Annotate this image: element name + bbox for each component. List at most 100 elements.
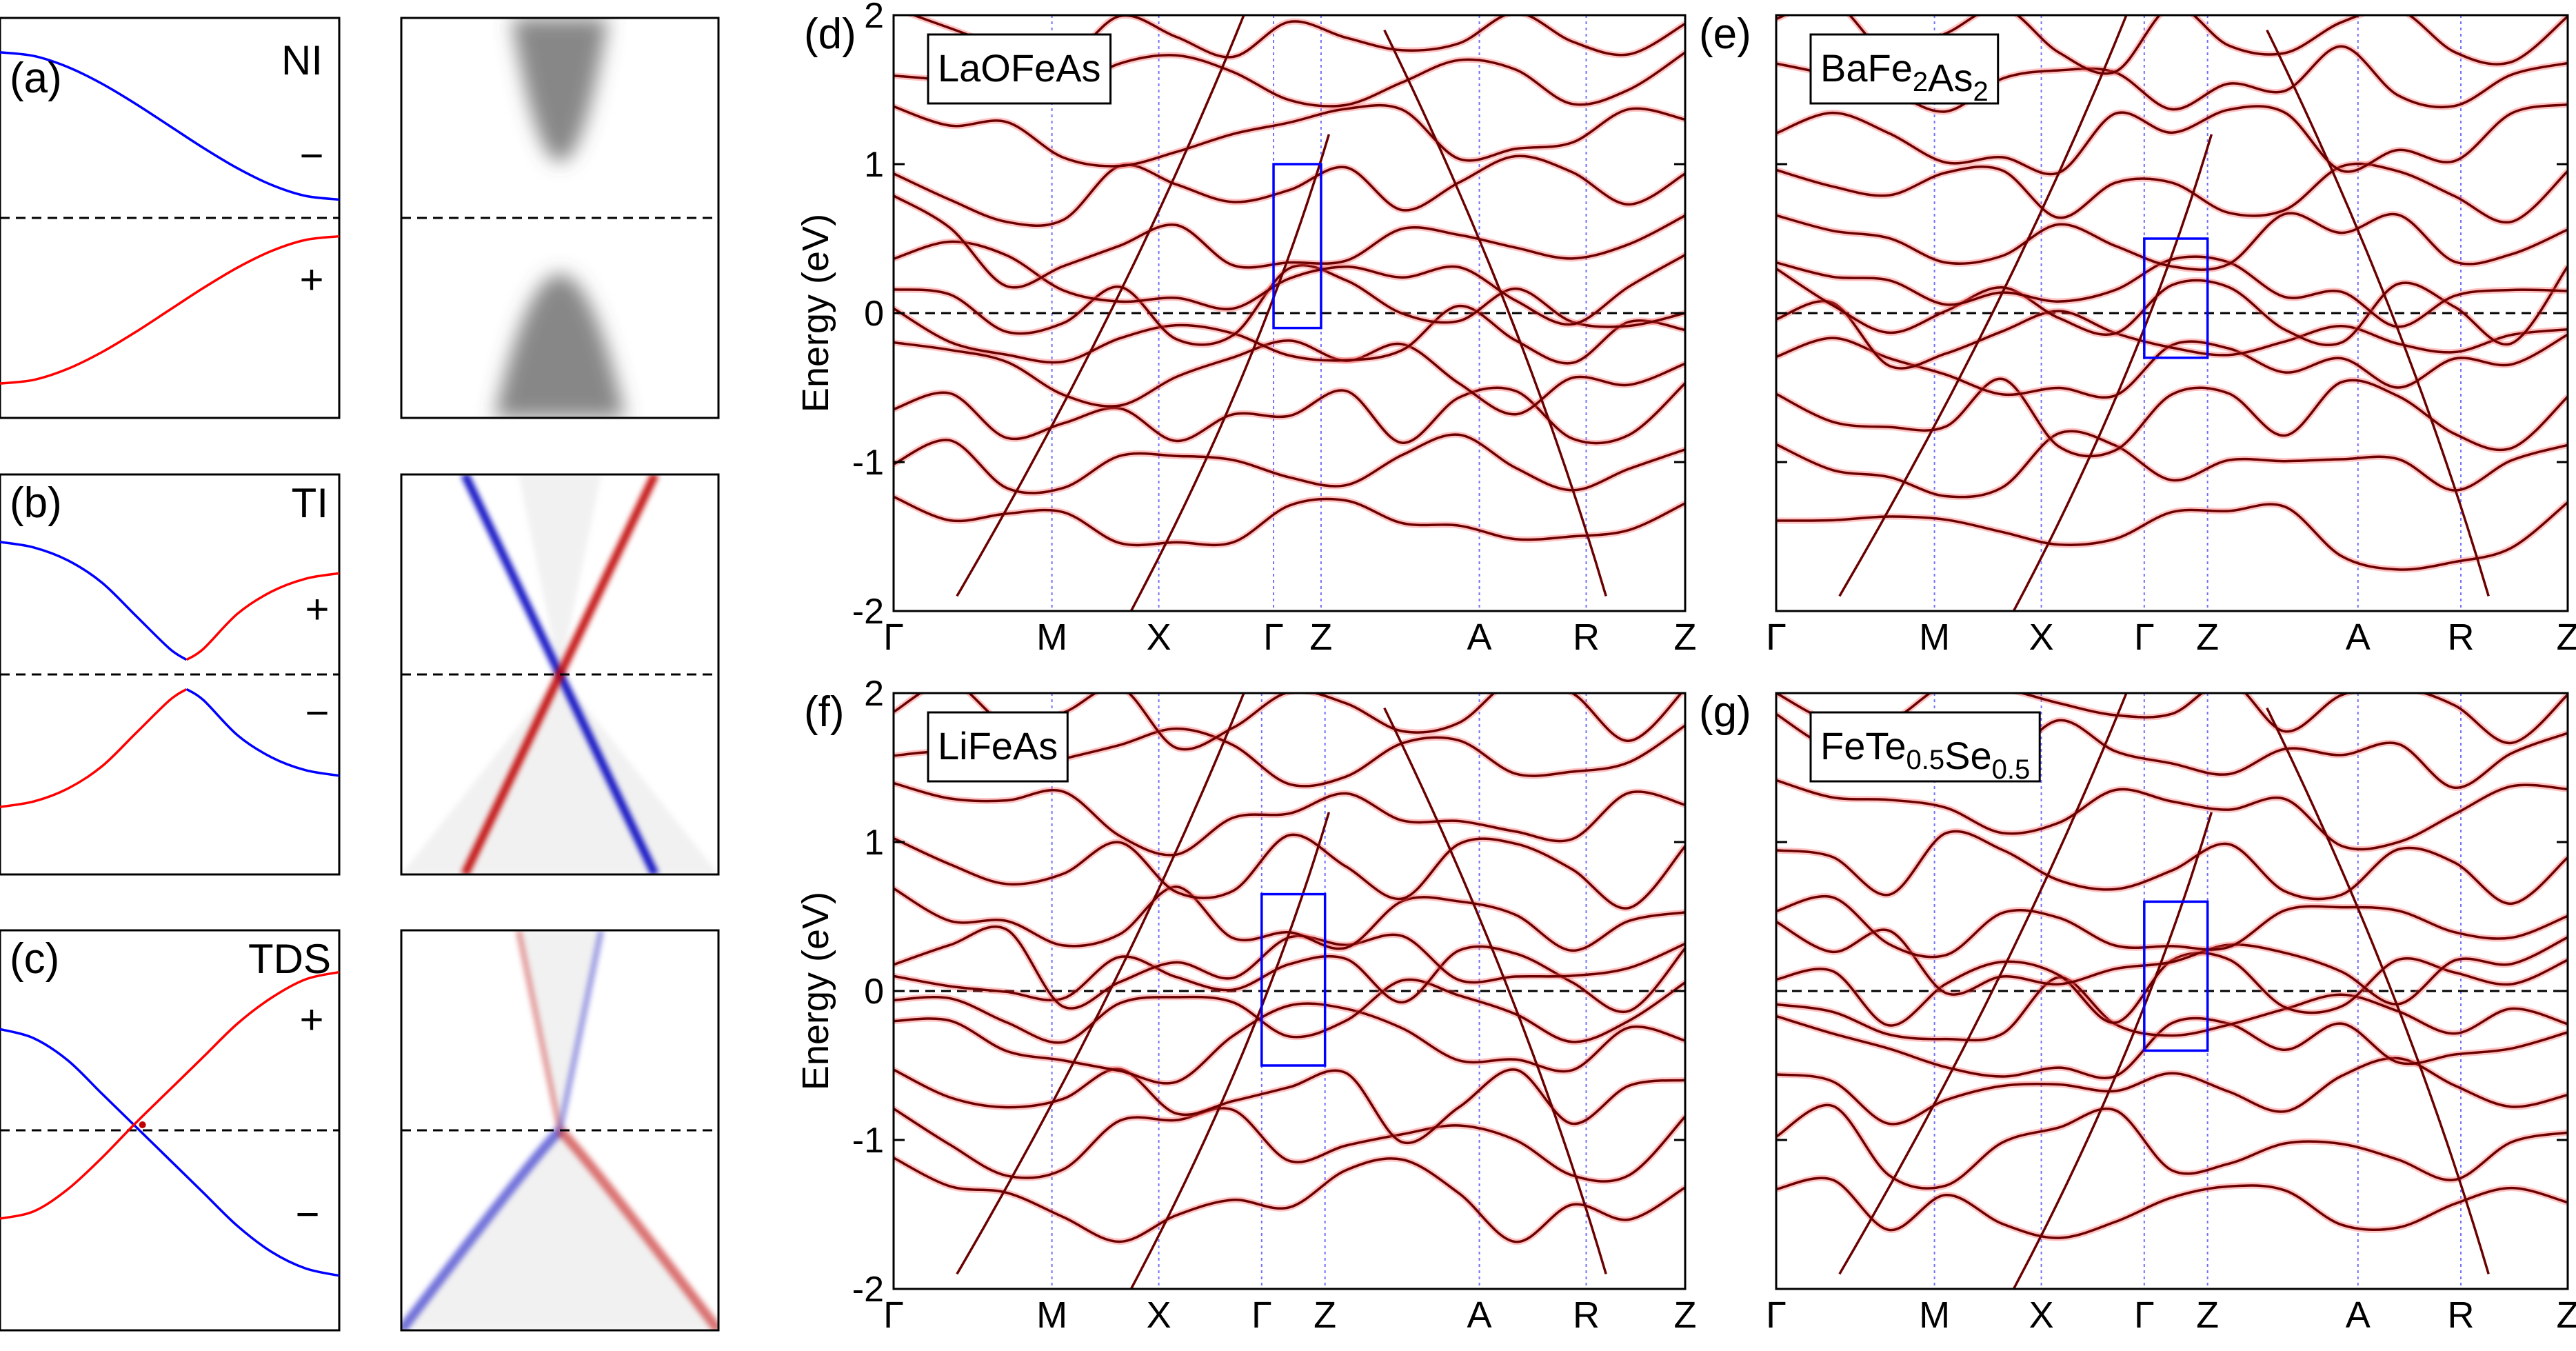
band-g-highlight-box [2143, 900, 2209, 1052]
band-d-band-2 [894, 382, 1685, 445]
panel-c-spectral [400, 929, 720, 1332]
band-e-kpoint-label-4: Z [2196, 617, 2219, 658]
panel-b-curves [0, 541, 340, 808]
band-f-kpoint-label-0: Γ [883, 1294, 904, 1336]
band-e-band-5 [1776, 266, 2568, 346]
band-d-kpoint-label-1: M [1036, 617, 1067, 658]
band-f-kpoint-label-2: X [1147, 1294, 1171, 1336]
panel-c-crossing-point [139, 1121, 146, 1128]
band-d-kpoint-label-6: R [1573, 617, 1600, 658]
band-f-steep-band-1 [1383, 707, 1607, 1274]
spec-a-valence-continuum [494, 274, 625, 418]
band-e-band-3 [1776, 333, 2568, 399]
band-e-kpoint-label-6: R [2448, 617, 2475, 658]
panel-b-spectral [400, 473, 720, 876]
band-g-band-8 [1776, 830, 2568, 905]
band-e-highlight-box [2143, 237, 2209, 359]
panel-e-bands: Γ M X Γ Z A R Z(e)BaFe2As2 [1699, 10, 2576, 658]
panel-c-schematic: (c) TDS + − [0, 929, 341, 1332]
band-g-band-0 [1776, 1177, 2568, 1239]
band-d-kpoint-label-3: Γ [1263, 617, 1284, 658]
band-d-band-weight-3 [894, 337, 1685, 418]
band-f-kpoint-label-1: M [1036, 1294, 1067, 1336]
band-e-band-8 [1776, 162, 2568, 224]
band-g-panel-label: (g) [1699, 688, 1751, 736]
band-e-band-0 [1776, 501, 2568, 571]
band-g-band-11 [1776, 693, 2568, 745]
band-f-band-4 [894, 978, 1685, 1044]
band-d-material-label: LaOFeAs [938, 46, 1101, 90]
band-d-kpoint-label-7: Z [1674, 617, 1697, 658]
band-e-band-2 [1776, 377, 2568, 458]
band-d-band-8 [894, 154, 1685, 227]
band-d-kpoint-label-0: Γ [883, 617, 904, 658]
band-g-plot-area [1776, 693, 2568, 1289]
panel-b-band-upper-left [0, 541, 188, 661]
band-d-steep-band-1 [1383, 29, 1607, 597]
band-f-panel-label: (f) [804, 688, 845, 736]
panel-a-sign-top: − [299, 132, 323, 179]
band-f-band-9 [894, 781, 1685, 857]
panel-a-label: (a) [10, 54, 62, 102]
panel-a-band-upper [0, 51, 340, 201]
band-d-ytick-label-3: -1 [852, 443, 884, 483]
band-g-band-4 [1776, 976, 2568, 1042]
band-e-material-label: BaFe2As2 [1820, 46, 1989, 107]
band-d-band-1 [894, 433, 1685, 494]
band-e-kpoint-label-5: A [2346, 617, 2371, 658]
band-f-ytick-label-0: 2 [864, 674, 884, 714]
spec-c-dirac-red-branch [556, 1127, 718, 1330]
band-g-kpoint-label-5: A [2346, 1294, 2371, 1336]
band-e-plot-area [1776, 15, 2568, 611]
spec-c-upper-bulk [519, 930, 601, 1130]
panel-a-curves [0, 51, 340, 385]
band-g-material-sub-0: 0.5 [1906, 745, 1945, 775]
panel-c-frame [0, 929, 341, 1332]
band-d-steep-band-2 [1129, 134, 1331, 611]
panel-a-title: NI [281, 37, 323, 83]
band-g-material-label: FeTe0.5Se0.5 [1820, 724, 2030, 785]
spec-c-dirac-blue-branch [401, 1127, 563, 1330]
band-f-ytick-label-3: -1 [852, 1121, 884, 1161]
spec-a-conduction-continuum [512, 18, 608, 162]
band-f-material-box-frame [927, 711, 1069, 783]
band-f-highlight-box [1260, 892, 1327, 1067]
panel-a-frame [0, 17, 341, 419]
band-d-band-3 [894, 339, 1685, 416]
band-e-steep-band-1 [2266, 29, 2490, 597]
band-f-band-weight-2 [894, 1065, 1685, 1146]
band-g-steep-band-1 [2266, 707, 2490, 1274]
band-e-steep-band-2 [2012, 134, 2213, 611]
band-g-band-6 [1776, 920, 2568, 1005]
panel-b-band-lower-right [185, 688, 340, 777]
band-g-band-weight-2 [1776, 1054, 2568, 1128]
panel-b-band-lower-left [0, 688, 188, 808]
band-e-band-6 [1776, 255, 2568, 328]
band-g-material-box: FeTe0.5Se0.5 [1809, 711, 2041, 785]
band-f-kpoint-label-3: Γ [1251, 1294, 1272, 1336]
panel-g-bands: Γ M X Γ Z A R Z(g)FeTe0.5Se0.5 [1699, 688, 2576, 1336]
band-f-band-weight-4 [894, 976, 1685, 1046]
band-f-steep-band-0 [956, 693, 1245, 1275]
band-f-steep-band-2 [1129, 812, 1331, 1289]
band-f-material-box: LiFeAs [927, 711, 1069, 783]
panel-c-sign-bottom: − [295, 1191, 319, 1237]
spec-a-image [494, 18, 625, 418]
panel-b-schematic: (b) TI + − [0, 473, 341, 876]
band-e-material-part-2: As [1928, 56, 1973, 99]
band-d-band-7 [894, 194, 1685, 289]
spec-b-frame [400, 473, 720, 876]
band-e-material-part-1: Fe [1868, 46, 1913, 90]
band-d-band-weight-7 [894, 192, 1685, 291]
band-f-band-7 [894, 885, 1685, 952]
band-d-material-box-frame [927, 33, 1112, 105]
band-g-band-7 [1776, 894, 2568, 959]
band-g-kpoint-label-6: R [2448, 1294, 2475, 1336]
band-f-band-0 [894, 1157, 1685, 1243]
band-f-band-1 [894, 1107, 1685, 1183]
panel-a-schematic: (a) NI − + [0, 17, 341, 419]
spec-c-dirac-blue-upper [557, 930, 604, 1131]
